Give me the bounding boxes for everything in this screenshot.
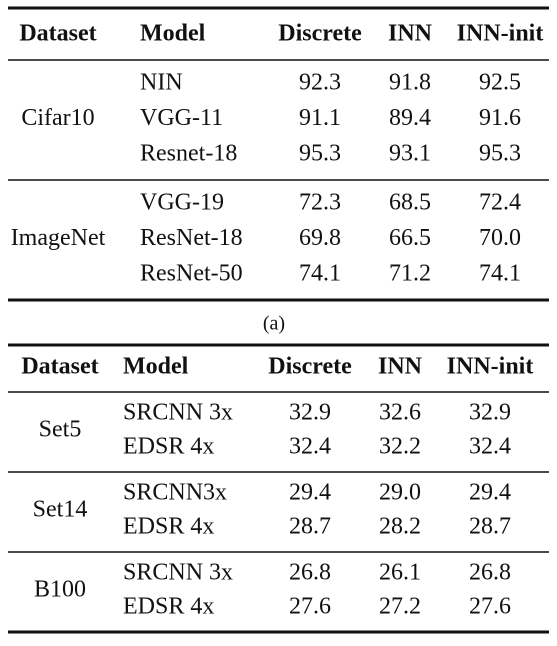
table-cell: 26.8 [469,560,511,586]
model-name: ResNet-50 [140,261,243,287]
table-cell: 89.4 [389,105,431,131]
table-cell: 91.1 [299,105,341,131]
dataset-label: B100 [34,577,86,603]
table-cell: 28.7 [289,514,331,540]
model-name: SRCNN 3x [123,560,233,586]
model-name: EDSR 4x [123,514,214,540]
table-cell: 32.4 [469,434,511,460]
dataset-label: Cifar10 [21,105,94,131]
table-cell: 32.6 [379,400,421,426]
model-name: SRCNN3x [123,480,227,506]
table-cell: 29.4 [289,480,331,506]
table-caption: (a) [263,313,285,335]
table-cell: 28.7 [469,514,511,540]
column-header: INN [388,21,433,47]
model-name: VGG-11 [140,105,223,131]
column-header: Discrete [268,354,352,380]
dataset-label: Set14 [33,497,88,523]
table-cell: 74.1 [299,261,341,287]
model-name: Resnet-18 [140,141,237,167]
model-name: NIN [140,70,183,96]
table-cell: 29.0 [379,480,421,506]
column-header: INN-init [457,21,544,47]
column-header: Discrete [278,21,362,47]
table-cell: 66.5 [389,225,431,251]
column-header: Model [123,354,189,380]
model-name: EDSR 4x [123,434,214,460]
table-cell: 74.1 [479,261,521,287]
column-header: Dataset [21,354,98,380]
table-cell: 93.1 [389,141,431,167]
table-cell: 27.2 [379,594,421,620]
table-cell: 26.8 [289,560,331,586]
table-cell: 70.0 [479,225,521,251]
table-cell: 68.5 [389,190,431,216]
model-name: EDSR 4x [123,594,214,620]
table-cell: 92.5 [479,70,521,96]
column-header: Dataset [19,21,96,47]
table-cell: 95.3 [299,141,341,167]
table-cell: 28.2 [379,514,421,540]
column-header: Model [140,21,206,47]
dataset-label: Set5 [39,417,82,443]
table-cell: 92.3 [299,70,341,96]
column-header: INN [378,354,423,380]
table-cell: 72.4 [479,190,521,216]
table-cell: 27.6 [469,594,511,620]
table-cell: 72.3 [299,190,341,216]
table-cell: 91.8 [389,70,431,96]
table-cell: 27.6 [289,594,331,620]
table-cell: 71.2 [389,261,431,287]
table-cell: 26.1 [379,560,421,586]
table-cell: 32.4 [289,434,331,460]
table-cell: 32.9 [469,400,511,426]
dataset-label: ImageNet [11,225,106,251]
table-cell: 32.2 [379,434,421,460]
column-header: INN-init [447,354,534,380]
table-cell: 91.6 [479,105,521,131]
model-name: SRCNN 3x [123,400,233,426]
table-cell: 32.9 [289,400,331,426]
table-cell: 69.8 [299,225,341,251]
table-cell: 95.3 [479,141,521,167]
model-name: ResNet-18 [140,225,243,251]
model-name: VGG-19 [140,190,224,216]
table-cell: 29.4 [469,480,511,506]
